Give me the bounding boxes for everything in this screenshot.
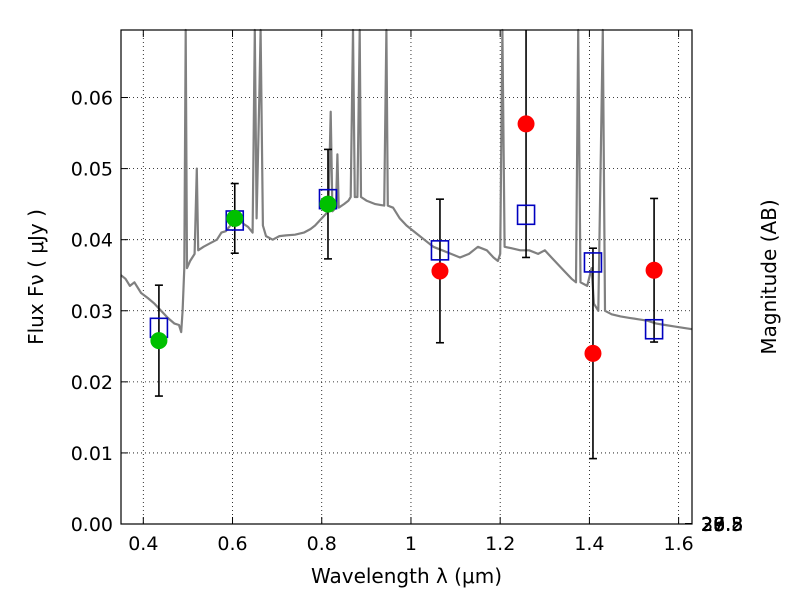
- x-axis-label: Wavelength λ (μm): [311, 564, 502, 588]
- photometry-point: [584, 344, 602, 362]
- y-tick-label: 0.06: [71, 88, 113, 110]
- y-tick-label: 0.02: [71, 372, 113, 394]
- axis-ticks: 0.4 0.6 0.8 1 1.2 1.4 1.6 0.00 0.01 0.02 0.03 0.04 0…: [71, 30, 743, 555]
- photometry-point: [431, 262, 449, 280]
- y2-tick-label: 27.5: [701, 514, 743, 536]
- y2-tick-label: 29: [701, 514, 725, 536]
- x-tick-label: 0.8: [307, 533, 337, 555]
- y2-tick-label: 27: [701, 514, 725, 536]
- model-spectrum: [120, 28, 693, 334]
- photometry-point: [226, 209, 244, 227]
- y-axis-label: Flux Fν ( μJy ): [24, 209, 48, 345]
- y2-tick-label: 27.2: [701, 514, 743, 536]
- model-square-marker: [644, 318, 664, 340]
- y-tick-label: 0.03: [71, 301, 113, 323]
- x-tick-label: 1: [405, 533, 417, 555]
- spectrum-line: [120, 28, 693, 334]
- photometry-point: [517, 115, 535, 133]
- grid: [121, 30, 692, 525]
- y2-tick-label: 28: [701, 514, 725, 536]
- y2-axis-label: Magnitude (AB): [757, 199, 781, 354]
- photometry-point: [150, 332, 168, 350]
- y-tick-label: 0.01: [71, 443, 113, 465]
- photometry-markers: [149, 30, 664, 460]
- model-square-marker: [430, 240, 450, 261]
- y2-tick-label: 26.8: [701, 514, 743, 536]
- y2-tick-label: 28.5: [701, 514, 743, 536]
- photometry-point: [645, 261, 663, 279]
- plot-frame: [120, 29, 693, 525]
- photometry-point: [319, 195, 337, 213]
- x-tick-label: 1.2: [485, 533, 515, 555]
- model-square-marker: [516, 204, 536, 226]
- x-tick-label: 1.6: [664, 533, 694, 555]
- y-tick-label: 0.05: [71, 159, 113, 181]
- y-tick-label: 0.04: [71, 230, 113, 252]
- x-tick-label: 1.4: [574, 533, 604, 555]
- y-tick-label: 0.00: [71, 514, 113, 536]
- x-tick-label: 0.4: [128, 533, 158, 555]
- y2-tick-label: 30: [701, 514, 725, 536]
- x-tick-label: 0.6: [217, 533, 247, 555]
- model-square-marker: [583, 252, 603, 273]
